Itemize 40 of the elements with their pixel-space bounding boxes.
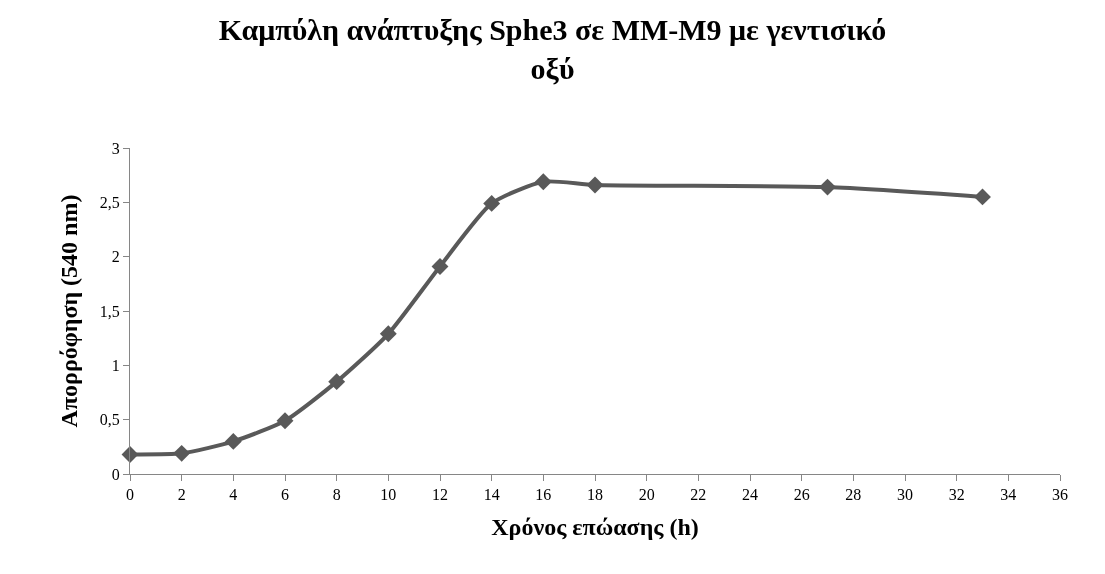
x-tick-label: 32: [948, 486, 965, 504]
point: [379, 325, 397, 343]
x-axis-title: Χρόνος επώασης (h): [491, 513, 699, 540]
y-tick-label: 1,5: [99, 302, 120, 320]
x-tick-label: 6: [281, 486, 289, 504]
x-tick-label: 36: [1052, 486, 1068, 504]
point: [328, 373, 346, 391]
y-tick-label: 2,5: [99, 193, 120, 211]
x-tick-label: 2: [177, 486, 186, 504]
x-tick-label: 28: [845, 486, 862, 504]
y-tick-label: 3: [111, 139, 120, 157]
point: [173, 444, 191, 462]
point: [483, 194, 501, 212]
point: [431, 258, 449, 275]
y-tick-label: 2: [111, 248, 120, 266]
point: [974, 188, 991, 206]
point: [534, 173, 552, 191]
x-tick-label: 12: [432, 486, 448, 504]
x-tick-label: 26: [793, 486, 810, 504]
x-tick-label: 14: [483, 486, 500, 504]
point: [224, 432, 242, 450]
y-tick-label: 0: [111, 465, 120, 483]
x-tick-label: 8: [332, 486, 341, 504]
x-tick-label: 22: [690, 486, 707, 504]
x-tick-label: 30: [897, 486, 913, 504]
x-tick-label: 4: [229, 486, 238, 504]
x-tick-label: 34: [1000, 486, 1017, 504]
x-tick-label: 18: [587, 486, 603, 504]
point: [586, 176, 604, 194]
point: [819, 178, 836, 196]
x-tick-label: 24: [742, 486, 758, 504]
y-axis-title: Απορρόφηση (540 nm): [55, 194, 82, 428]
point: [276, 412, 294, 430]
x-tick-label: 0: [126, 486, 134, 504]
x-tick-label: 16: [535, 486, 552, 504]
x-tick-label: 10: [380, 486, 397, 504]
y-tick-label: 1: [111, 356, 120, 374]
x-tick-label: 20: [638, 486, 655, 504]
y-tick-label: 0,5: [99, 411, 120, 429]
chart-title: Καμπύλη ανάπτυξης Sphe3 σε MM-M9 με γεντισικό οξύ: [218, 13, 887, 86]
